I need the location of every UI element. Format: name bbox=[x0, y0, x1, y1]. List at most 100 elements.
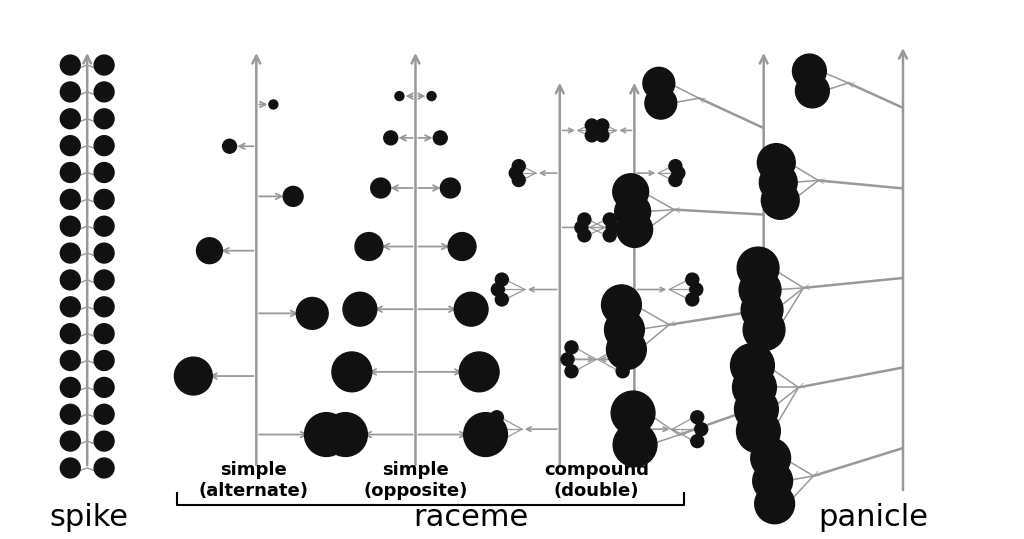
Circle shape bbox=[440, 178, 460, 198]
Circle shape bbox=[460, 352, 499, 392]
Circle shape bbox=[621, 353, 633, 366]
Circle shape bbox=[736, 409, 780, 453]
Circle shape bbox=[616, 341, 629, 354]
Circle shape bbox=[737, 247, 779, 289]
Circle shape bbox=[94, 243, 114, 263]
Circle shape bbox=[384, 131, 397, 145]
Circle shape bbox=[60, 377, 80, 397]
Text: raceme: raceme bbox=[414, 503, 528, 532]
Circle shape bbox=[94, 109, 114, 129]
Circle shape bbox=[612, 174, 648, 210]
Circle shape bbox=[60, 163, 80, 182]
Circle shape bbox=[603, 213, 616, 226]
Circle shape bbox=[60, 109, 80, 129]
Circle shape bbox=[60, 324, 80, 344]
Circle shape bbox=[174, 357, 212, 395]
Circle shape bbox=[686, 293, 698, 306]
Circle shape bbox=[449, 233, 476, 260]
Circle shape bbox=[94, 55, 114, 75]
Circle shape bbox=[739, 269, 781, 311]
Circle shape bbox=[332, 352, 372, 392]
Circle shape bbox=[509, 167, 522, 179]
Circle shape bbox=[690, 283, 702, 296]
Circle shape bbox=[455, 292, 488, 326]
Circle shape bbox=[433, 131, 447, 145]
Circle shape bbox=[574, 221, 588, 234]
Circle shape bbox=[464, 413, 508, 457]
Circle shape bbox=[561, 353, 573, 366]
Circle shape bbox=[490, 411, 503, 424]
Circle shape bbox=[60, 431, 80, 451]
Circle shape bbox=[486, 423, 500, 436]
Circle shape bbox=[296, 298, 328, 329]
Circle shape bbox=[578, 229, 591, 242]
Circle shape bbox=[614, 194, 650, 230]
Circle shape bbox=[734, 388, 778, 431]
Circle shape bbox=[60, 189, 80, 209]
Circle shape bbox=[60, 458, 80, 478]
Circle shape bbox=[586, 119, 598, 132]
Circle shape bbox=[94, 163, 114, 182]
Circle shape bbox=[94, 324, 114, 344]
Circle shape bbox=[732, 365, 776, 409]
Circle shape bbox=[601, 285, 641, 324]
Circle shape bbox=[371, 178, 390, 198]
Circle shape bbox=[269, 100, 278, 109]
Circle shape bbox=[645, 87, 677, 119]
Circle shape bbox=[284, 186, 303, 206]
Text: panicle: panicle bbox=[818, 503, 929, 532]
Circle shape bbox=[427, 92, 436, 101]
Circle shape bbox=[94, 82, 114, 102]
Circle shape bbox=[672, 167, 685, 179]
Circle shape bbox=[94, 431, 114, 451]
Text: spike: spike bbox=[50, 503, 129, 532]
Circle shape bbox=[565, 365, 578, 378]
Circle shape bbox=[596, 119, 608, 132]
Text: simple
(alternate): simple (alternate) bbox=[199, 461, 308, 500]
Circle shape bbox=[616, 212, 652, 247]
Circle shape bbox=[565, 341, 578, 354]
Circle shape bbox=[669, 174, 682, 186]
Circle shape bbox=[611, 391, 655, 435]
Circle shape bbox=[94, 458, 114, 478]
Circle shape bbox=[755, 484, 795, 524]
Circle shape bbox=[395, 92, 403, 101]
Circle shape bbox=[496, 293, 508, 306]
Circle shape bbox=[94, 297, 114, 317]
Circle shape bbox=[758, 144, 796, 182]
Circle shape bbox=[94, 350, 114, 370]
Circle shape bbox=[60, 243, 80, 263]
Circle shape bbox=[606, 330, 646, 369]
Circle shape bbox=[60, 404, 80, 424]
Circle shape bbox=[496, 273, 508, 286]
Circle shape bbox=[578, 213, 591, 226]
Circle shape bbox=[753, 461, 793, 501]
Circle shape bbox=[94, 216, 114, 236]
Circle shape bbox=[604, 310, 644, 350]
Circle shape bbox=[760, 163, 797, 202]
Circle shape bbox=[60, 55, 80, 75]
Circle shape bbox=[613, 423, 657, 467]
Circle shape bbox=[686, 273, 698, 286]
Circle shape bbox=[596, 129, 608, 142]
Circle shape bbox=[606, 221, 620, 234]
Circle shape bbox=[741, 289, 783, 331]
Circle shape bbox=[60, 270, 80, 290]
Circle shape bbox=[94, 136, 114, 156]
Circle shape bbox=[603, 229, 616, 242]
Circle shape bbox=[669, 160, 682, 172]
Circle shape bbox=[94, 377, 114, 397]
Circle shape bbox=[588, 124, 600, 137]
Circle shape bbox=[324, 413, 368, 457]
Circle shape bbox=[197, 238, 222, 264]
Circle shape bbox=[343, 292, 377, 326]
Circle shape bbox=[691, 434, 703, 447]
Circle shape bbox=[793, 54, 826, 88]
Circle shape bbox=[60, 136, 80, 156]
Circle shape bbox=[512, 160, 525, 172]
Circle shape bbox=[94, 270, 114, 290]
Circle shape bbox=[586, 129, 598, 142]
Text: compound
(double): compound (double) bbox=[544, 461, 649, 500]
Circle shape bbox=[60, 350, 80, 370]
Circle shape bbox=[94, 189, 114, 209]
